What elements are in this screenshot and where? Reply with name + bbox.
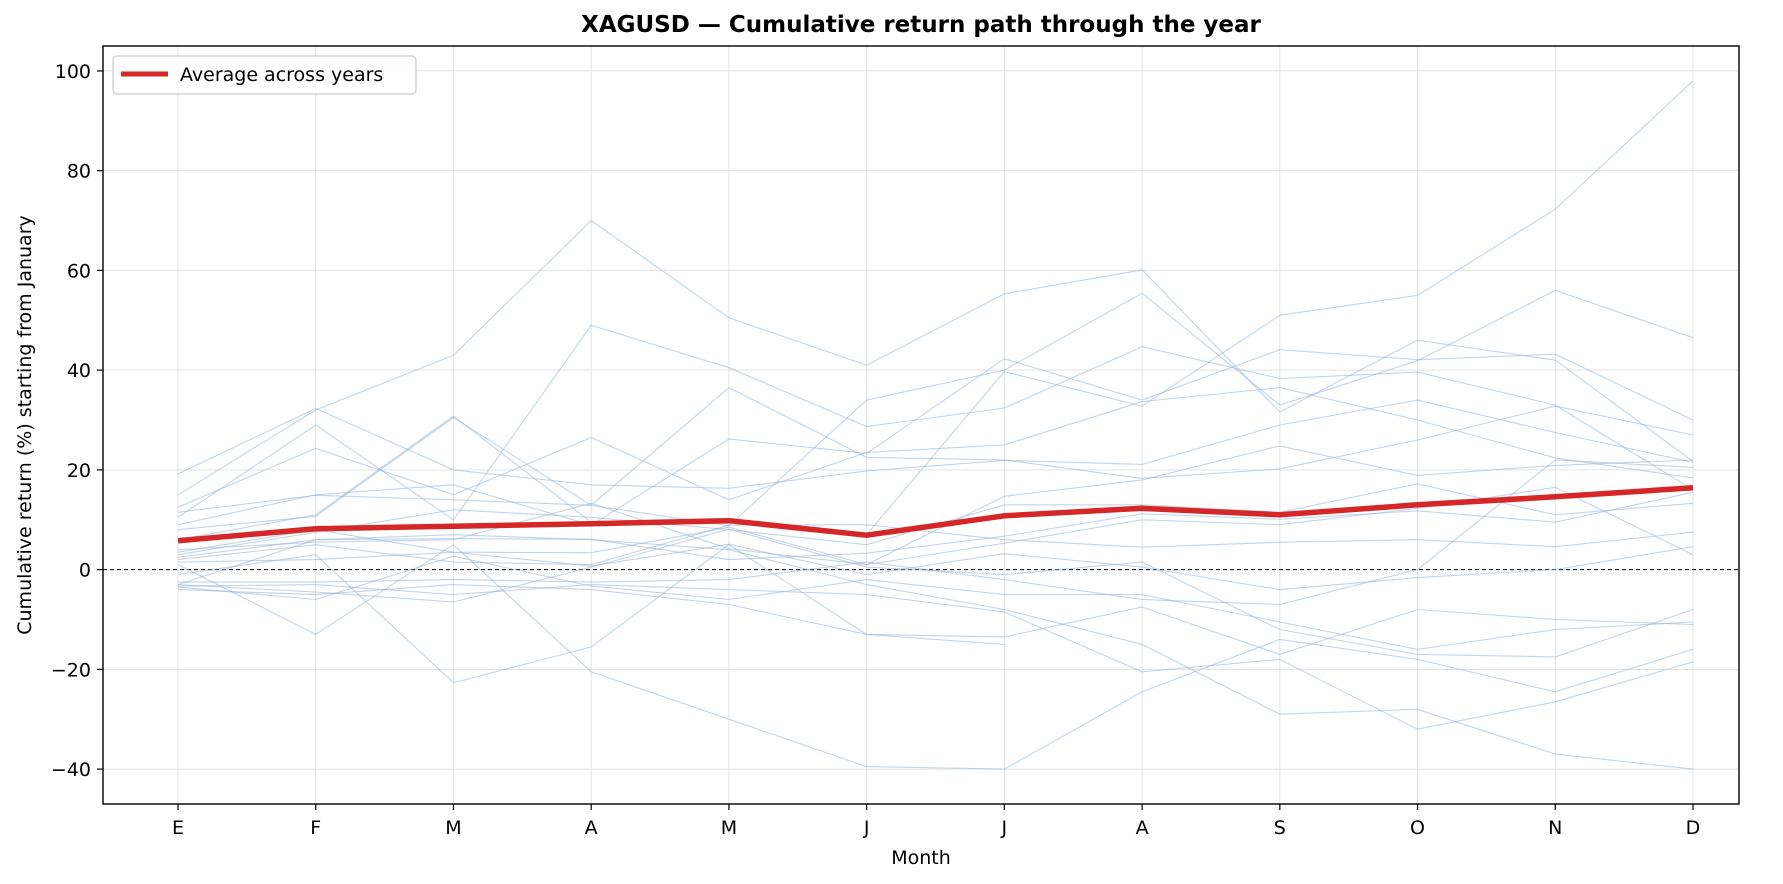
year-series-line-5 [177, 386, 1694, 513]
plot-background [103, 46, 1739, 804]
y-tick-label: 100 [55, 61, 91, 83]
year-series-line-4 [177, 387, 1694, 508]
y-tick-label: 20 [67, 460, 91, 482]
ticks-layer: E F M A M J J A S O N D −40 −20 0 20 40 60 80 100 [51, 61, 1700, 839]
x-tick-label: N [1548, 817, 1562, 839]
y-tick-label: 0 [79, 560, 91, 582]
year-series-line-9 [177, 445, 1694, 566]
year-series-line-21 [177, 534, 1694, 770]
x-tick-label: J [863, 817, 870, 839]
y-tick-label: 40 [67, 360, 91, 382]
year-series-line-19 [177, 544, 1005, 684]
x-tick-label: A [585, 817, 598, 839]
y-tick-label: 80 [67, 161, 91, 183]
year-series-line-18 [177, 584, 1694, 655]
year-series-line-8 [177, 80, 1694, 541]
plot-frame [102, 45, 1740, 805]
x-tick-label: M [445, 817, 461, 839]
legend: Average across years [112, 55, 417, 95]
average-series-line [177, 485, 1694, 544]
x-tick-label: M [721, 817, 737, 839]
year-series-line-17 [177, 528, 1694, 658]
legend-box [112, 55, 417, 95]
y-tick-label: 60 [67, 260, 91, 282]
x-axis-label: Month [891, 847, 951, 869]
x-tick-label: S [1274, 817, 1286, 839]
year-series-line-3 [177, 324, 1694, 521]
year-series-line-11 [177, 491, 1694, 561]
year-series-line-2 [177, 219, 1694, 496]
average-series-layer [177, 485, 1694, 544]
y-axis-label: Cumulative return (%) starting from Janu… [14, 215, 36, 635]
year-series-line-1 [177, 399, 1694, 489]
grid-layer [103, 46, 1739, 804]
x-tick-label: J [1001, 817, 1008, 839]
year-series-line-14 [177, 543, 1694, 591]
year-series-line-20 [177, 544, 1694, 770]
x-tick-label: F [310, 817, 321, 839]
x-tick-label: E [172, 817, 184, 839]
x-tick-label: D [1686, 817, 1701, 839]
legend-label-average: Average across years [180, 64, 383, 86]
x-tick-label: O [1410, 817, 1425, 839]
y-tick-label: −20 [51, 659, 91, 681]
year-series-layer [177, 80, 1694, 770]
year-series-line-22 [177, 584, 1694, 730]
year-series-line-7 [177, 289, 1694, 531]
y-tick-label: −40 [51, 759, 91, 781]
year-series-line-16 [177, 555, 1694, 650]
chart-title: XAGUSD — Cumulative return path through … [581, 12, 1261, 38]
x-tick-label: A [1136, 817, 1149, 839]
year-series-line-6 [177, 349, 1694, 526]
